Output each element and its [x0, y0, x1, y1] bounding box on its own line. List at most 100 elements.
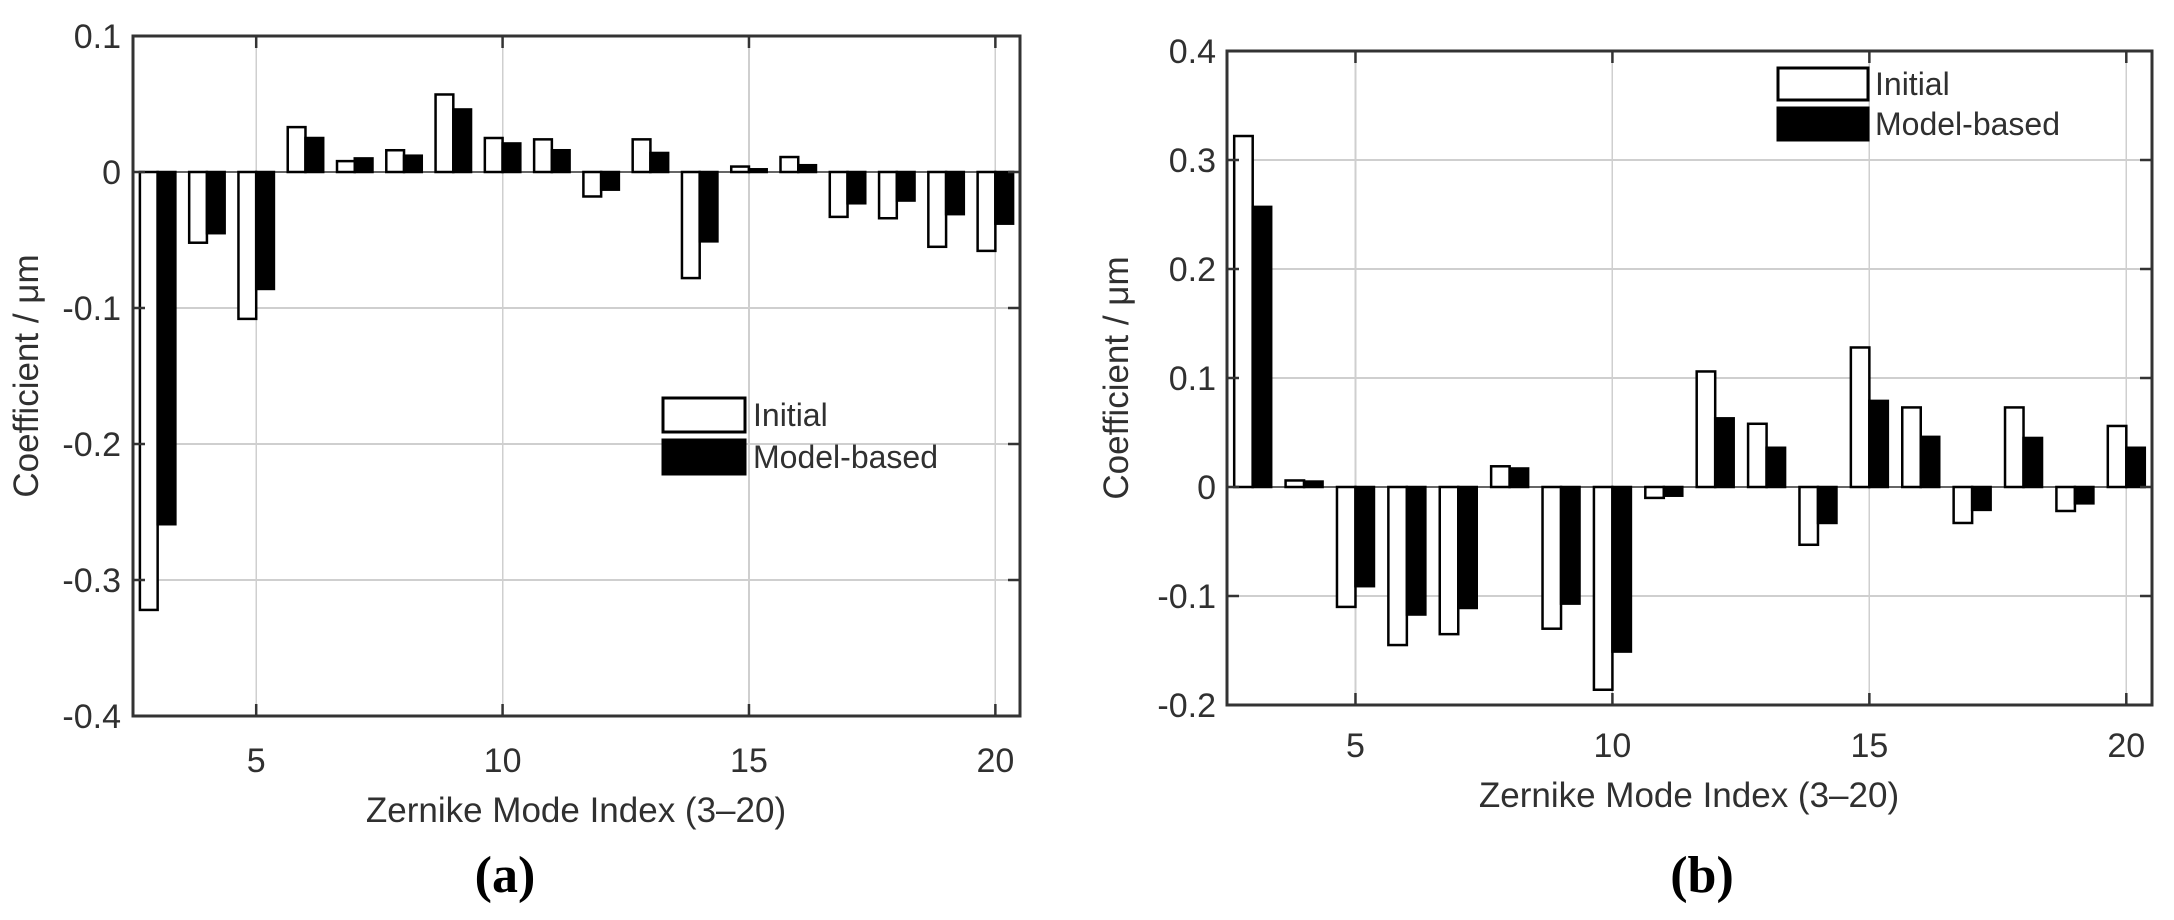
- bar-model-based-mode-20: [2125, 446, 2147, 489]
- bar-initial-mode-11: [532, 138, 554, 174]
- bar-model-based-mode-9: [452, 108, 473, 174]
- legend-swatch-initial: [661, 396, 747, 434]
- legend-label-model-based: Model-based: [753, 439, 938, 475]
- bar-initial-mode-12: [582, 170, 603, 198]
- bar-initial-mode-16: [779, 155, 800, 174]
- bar-initial-mode-13: [1746, 422, 1768, 489]
- x-tick-label: 15: [730, 742, 768, 780]
- bar-initial-mode-5: [237, 170, 258, 321]
- bar-model-based-mode-3: [1251, 205, 1273, 489]
- panel-a: 5 10 15 20 0.1 0 -0.1 -0.2 -0.3 -0.4 Zernike Mode…: [7, 18, 1022, 904]
- bar-initial-mode-15: [729, 165, 751, 174]
- bar-model-based-mode-19: [944, 170, 966, 216]
- chart-b-legend: Initial Model-based: [1776, 66, 2060, 142]
- y-tick-label: 0.1: [1169, 360, 1216, 398]
- panel-b: 5 10 15 20 0.4 0.3 0.2 0.1 0 -0.1 -0.2 Zernike Mod…: [1090, 0, 2174, 920]
- legend-swatch-model-based: [1776, 106, 1870, 142]
- bar-model-based-mode-10: [1611, 485, 1633, 653]
- bar-initial-mode-8: [1489, 465, 1511, 489]
- bar-initial-mode-17: [1952, 485, 1974, 525]
- bar-initial-mode-17: [828, 170, 849, 219]
- bar-model-based-mode-15: [1868, 399, 1890, 489]
- bar-model-based-mode-18: [895, 170, 916, 202]
- bar-model-based-mode-14: [698, 170, 719, 243]
- bar-initial-mode-18: [2003, 406, 2025, 489]
- bar-initial-mode-18: [877, 170, 899, 220]
- x-tick-label: 20: [2107, 727, 2145, 765]
- bar-initial-mode-6: [1387, 485, 1409, 647]
- bar-initial-mode-11: [1644, 485, 1666, 500]
- y-tick-label: -0.3: [62, 562, 121, 600]
- legend-swatch-model-based: [661, 438, 747, 476]
- bar-model-based-mode-13: [649, 151, 670, 174]
- bar-initial-mode-14: [1798, 485, 1820, 547]
- bar-initial-mode-15: [1849, 346, 1871, 489]
- bar-model-based-mode-9: [1559, 485, 1581, 605]
- x-tick-label: 15: [1850, 727, 1888, 765]
- y-tick-label: 0.3: [1169, 142, 1216, 180]
- bar-initial-mode-9: [434, 93, 455, 174]
- legend-label-initial: Initial: [1875, 66, 1950, 102]
- chart-b-plot-area: 5 10 15 20 0.4 0.3 0.2 0.1 0 -0.1 -0.2: [1157, 33, 2154, 765]
- bar-model-based-mode-4: [1302, 480, 1324, 489]
- bar-initial-mode-7: [335, 159, 357, 174]
- y-tick-label: -0.1: [62, 290, 121, 328]
- bar-model-based-mode-8: [1508, 467, 1530, 489]
- y-tick-label: -0.2: [1157, 687, 1216, 725]
- chart-b-caption: (b): [1670, 847, 1734, 904]
- bar-model-based-mode-18: [2022, 436, 2044, 489]
- bar-model-based-mode-6: [1405, 485, 1427, 616]
- bar-model-based-mode-12: [599, 170, 621, 191]
- y-tick-label: -0.4: [62, 698, 121, 736]
- bar-initial-mode-7: [1438, 485, 1460, 636]
- chart-b-ylabel: Coefficient / μm: [1097, 256, 1136, 499]
- bar-model-based-mode-12: [1713, 417, 1735, 489]
- bar-initial-mode-19: [927, 170, 948, 249]
- y-tick-label: -0.1: [1157, 578, 1216, 616]
- chart-a-canvas: 5 10 15 20 0.1 0 -0.1 -0.2 -0.3 -0.4 Zernike Mode…: [7, 18, 1022, 904]
- x-tick-label: 10: [1594, 727, 1632, 765]
- x-tick-label: 20: [976, 742, 1014, 780]
- legend-label-initial: Initial: [753, 397, 828, 433]
- bar-initial-mode-3: [1232, 134, 1254, 489]
- bar-model-based-mode-3: [156, 170, 177, 526]
- bar-model-based-mode-6: [304, 136, 325, 174]
- bar-model-based-mode-14: [1816, 485, 1838, 525]
- bar-initial-mode-20: [2106, 424, 2128, 489]
- bar-initial-mode-19: [2055, 485, 2077, 513]
- bar-model-based-mode-13: [1765, 446, 1787, 489]
- bar-model-based-mode-19: [2073, 485, 2095, 505]
- bar-model-based-mode-8: [402, 154, 424, 174]
- bar-initial-mode-6: [286, 125, 307, 174]
- chart-b-xlabel: Zernike Mode Index (3–20): [1479, 776, 1899, 815]
- bar-initial-mode-4: [1284, 479, 1306, 489]
- bar-model-based-mode-16: [1919, 435, 1941, 489]
- y-tick-label: 0.2: [1169, 251, 1216, 289]
- bar-initial-mode-10: [483, 136, 504, 174]
- legend-swatch-initial: [1776, 66, 1870, 102]
- plot-border: [131, 34, 1022, 718]
- chart-a-caption: (a): [475, 847, 536, 904]
- bar-initial-mode-5: [1335, 485, 1357, 609]
- chart-a-ylabel: Coefficient / μm: [7, 254, 46, 497]
- bar-initial-mode-16: [1901, 406, 1922, 489]
- bar-initial-mode-8: [385, 148, 406, 174]
- bar-model-based-mode-20: [994, 170, 1015, 225]
- bar-model-based-mode-17: [1970, 485, 1992, 512]
- bar-initial-mode-20: [976, 170, 997, 253]
- bar-model-based-mode-7: [1457, 485, 1478, 610]
- y-tick-label: 0: [1197, 469, 1216, 507]
- x-tick-label: 5: [1346, 727, 1365, 765]
- bar-model-based-mode-5: [254, 170, 276, 291]
- bar-initial-mode-13: [631, 138, 652, 174]
- chart-a-plot-area: 5 10 15 20 0.1 0 -0.1 -0.2 -0.3 -0.4: [62, 18, 1022, 780]
- bar-model-based-mode-10: [501, 142, 522, 174]
- bar-initial-mode-14: [680, 170, 701, 280]
- chart-b-canvas: 5 10 15 20 0.4 0.3 0.2 0.1 0 -0.1 -0.2 Zernike Mod…: [1097, 33, 2154, 904]
- legend-label-model-based: Model-based: [1875, 106, 2060, 142]
- bar-initial-mode-12: [1695, 370, 1717, 489]
- bar-initial-mode-10: [1592, 485, 1614, 691]
- bar-model-based-mode-17: [846, 170, 867, 205]
- x-tick-label: 10: [484, 742, 522, 780]
